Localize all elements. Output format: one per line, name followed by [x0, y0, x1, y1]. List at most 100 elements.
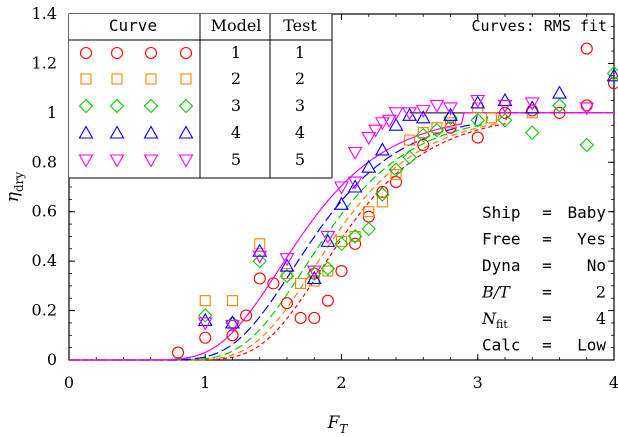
data-point-series-4	[347, 179, 363, 193]
data-point-series-5	[374, 117, 390, 131]
data-point-series-4	[225, 315, 240, 329]
legend-header-model: Model	[211, 16, 262, 35]
data-point-series-3	[429, 122, 445, 138]
y-tick-label: 0.6	[32, 202, 57, 221]
data-point-series-3	[497, 112, 513, 128]
legend-marker-series-5	[78, 154, 94, 168]
data-point-series-5	[347, 176, 363, 190]
legend-model-5: 5	[231, 150, 241, 169]
data-point-series-5	[347, 146, 363, 161]
info-value: No	[587, 256, 606, 275]
data-point-series-5	[470, 94, 486, 109]
data-point-series-2	[404, 134, 416, 146]
data-point-series-2	[335, 235, 348, 247]
data-point-series-3	[306, 266, 322, 281]
data-point-series-1	[321, 294, 334, 307]
legend-marker-series-2	[145, 73, 157, 85]
data-point-series-3	[361, 221, 377, 237]
data-point-series-2	[376, 196, 388, 208]
data-point-series-3	[320, 261, 336, 276]
data-point-series-4	[415, 110, 431, 124]
data-point-series-2	[322, 265, 334, 277]
legend-test-3: 3	[295, 96, 305, 115]
info-value: Yes	[577, 230, 606, 249]
data-point-series-4	[497, 92, 513, 107]
data-point-series-1	[253, 272, 266, 285]
legend-marker-series-3	[78, 98, 94, 114]
legend-test-4: 4	[295, 123, 305, 142]
data-point-series-2	[390, 169, 402, 181]
data-point-series-2	[199, 295, 211, 307]
y-tick-label: 0.8	[32, 152, 57, 171]
data-point-series-1	[294, 311, 307, 325]
data-point-series-5	[334, 181, 349, 195]
data-point-series-4	[524, 100, 540, 114]
data-point-series-4	[252, 243, 268, 257]
data-point-series-3	[375, 187, 390, 202]
data-point-series-3	[524, 125, 540, 140]
legend-table: Curve Model Test 1 1 2 2 3 3 4 4 5 5	[69, 14, 333, 179]
data-point-series-4	[374, 142, 390, 156]
data-point-series-5	[388, 107, 404, 121]
info-value: Low	[577, 336, 606, 355]
data-point-series-5	[361, 132, 377, 146]
legend-marker-series-4	[109, 125, 125, 139]
fit-curves	[69, 112, 614, 361]
legend-model-3: 3	[231, 96, 241, 115]
y-tick-label: 0	[47, 350, 57, 369]
legend-marker-series-2	[180, 73, 192, 85]
data-point-series-2	[281, 267, 293, 280]
info-key: Free	[482, 230, 521, 249]
data-point-series-1	[553, 106, 566, 119]
info-key-subscript: fit	[496, 318, 508, 331]
data-point-series-1	[199, 331, 212, 344]
legend-model-2: 2	[231, 69, 241, 88]
legend-marker-series-1	[144, 46, 158, 60]
legend-marker-series-3	[143, 98, 159, 114]
legend-marker-series-1	[79, 46, 93, 60]
legend-marker-series-5	[178, 154, 194, 168]
info-key: Dyna	[482, 256, 521, 275]
legend-marker-series-3	[178, 98, 194, 114]
legend-marker-series-1	[110, 46, 124, 60]
data-point-series-1	[389, 176, 403, 189]
x-axis-label: FT	[327, 413, 349, 436]
data-point-series-1	[580, 99, 593, 112]
legend-marker-series-5	[143, 154, 159, 168]
data-point-series-2	[295, 277, 307, 289]
x-axis-label-subscript: T	[339, 422, 348, 436]
legend-marker-series-4	[143, 125, 159, 139]
y-tick-label: 1	[47, 103, 57, 122]
data-point-series-1	[471, 131, 484, 144]
data-point-series-2	[254, 238, 266, 250]
data-point-series-4	[334, 196, 349, 210]
data-point-series-3	[197, 308, 213, 323]
info-value: 2	[596, 283, 606, 302]
data-point-series-4	[197, 312, 213, 327]
data-point-series-1	[267, 277, 280, 290]
data-point-series-4	[320, 233, 336, 247]
data-point-series-5	[402, 107, 418, 121]
data-point-series-4	[606, 68, 618, 82]
data-point-series-2	[363, 206, 375, 218]
data-point-series-5	[443, 102, 458, 116]
data-point-series-1	[417, 138, 430, 152]
data-point-series-5	[368, 124, 384, 138]
legend-model-1: 1	[231, 43, 241, 62]
data-point-series-5	[579, 102, 595, 116]
data-point-series-1	[171, 346, 185, 359]
data-point-series-1	[376, 185, 389, 198]
data-point-series-1	[607, 77, 618, 90]
data-point-series-5	[415, 104, 431, 119]
info-equals: =	[542, 336, 552, 355]
data-point-series-2	[444, 117, 457, 129]
data-point-series-3	[470, 112, 486, 128]
info-equals: =	[542, 283, 552, 302]
y-tick-label: 0.2	[32, 301, 57, 320]
annotations: Curves: RMS fit	[472, 17, 607, 35]
legend-header-test: Test	[283, 16, 317, 35]
y-tick-label: 0.4	[32, 251, 57, 270]
x-tick-label: 3	[473, 373, 483, 392]
y-axis-label: ηdry	[3, 172, 26, 203]
data-point-series-3	[252, 253, 268, 269]
